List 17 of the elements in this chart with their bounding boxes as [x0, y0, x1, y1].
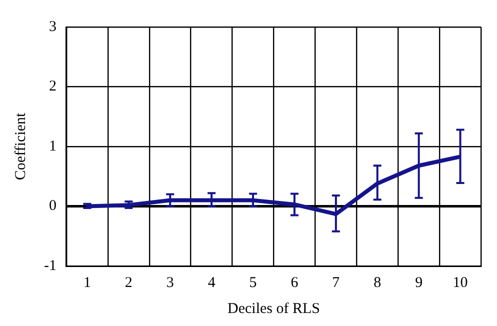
x-tick-label: 9	[415, 274, 423, 291]
x-tick-label: 1	[83, 274, 91, 291]
x-tick-label: 5	[249, 274, 257, 291]
y-tick-label: 0	[48, 198, 56, 214]
y-tick-label: 1	[48, 138, 56, 154]
y-tick-label: 3	[48, 18, 56, 35]
x-tick-label: 8	[374, 274, 382, 291]
x-tick-label: 4	[208, 274, 216, 291]
y-tick-label: 2	[48, 78, 56, 95]
y-axis-title: Coefficient	[12, 112, 29, 180]
x-tick-label: 6	[290, 274, 299, 291]
y-tick-label: -1	[44, 258, 56, 274]
x-tick-label: 3	[166, 274, 174, 291]
x-axis-title: Deciles of RLS	[228, 300, 320, 317]
x-tick-label: 10	[452, 274, 468, 291]
x-tick-label: 2	[124, 274, 132, 291]
x-tick-label: 7	[332, 274, 340, 291]
